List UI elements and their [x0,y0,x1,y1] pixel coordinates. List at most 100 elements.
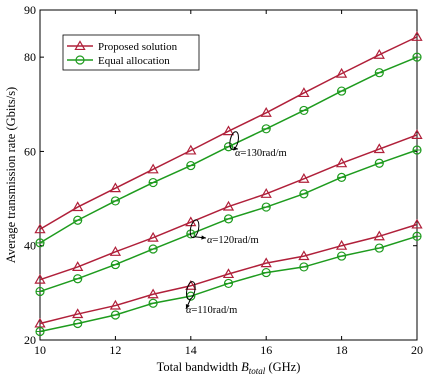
marker-circle [374,158,384,168]
y-tick-label: 20 [24,333,36,347]
marker-triangle [260,188,272,198]
marker-triangle [298,87,310,98]
legend-label: Proposed solution [98,41,178,53]
x-axis-title-main: Total bandwidth [157,360,242,374]
marker-circle [412,145,422,155]
group-annotation-2: α=120rad/m [189,219,259,246]
marker-triangle [222,200,235,211]
marker-triangle [260,106,272,117]
marker-triangle [147,231,159,242]
annotation-symbol: α [207,235,213,246]
series-line [39,134,418,281]
annotations: α=130rad/mα=120rad/mα=110rad/m [185,131,287,316]
marker-triangle [373,48,385,59]
marker-circle [223,278,234,289]
legend-entry-1: Proposed solution [67,40,178,53]
axes: 10 12 14 16 18 20 20 40 60 80 90 Total bandwidth Bt… [4,3,423,376]
marker-circle [73,215,83,225]
series-proposed-group-3 [34,218,423,328]
marker-circle [223,214,234,224]
annotation-label: α=130rad/m [235,148,287,159]
marker-triangle [72,201,84,212]
marker-triangle [147,163,159,174]
marker-circle [148,177,158,188]
legend: Proposed solution Equal allocation [62,34,200,71]
marker-triangle [34,223,46,234]
marker-circle [261,267,271,278]
series-line [39,36,418,230]
marker-circle [110,310,121,320]
marker-circle [261,124,271,134]
marker-circle [148,298,158,308]
plot-frame [39,9,418,341]
series-layer [34,31,423,337]
marker-triangle [411,129,423,139]
x-axis-title: Total bandwidth Btotal (GHz) [157,360,301,376]
marker-circle [374,68,384,78]
marker-circle [299,105,309,116]
marker-circle [148,244,158,254]
x-tick-label: 12 [109,343,121,357]
marker-triangle [109,246,122,256]
y-tick-label: 40 [24,239,36,253]
x-axis-title-sub: total [249,366,266,376]
annotation-value: =110rad/m [192,305,238,316]
y-tick-label: 80 [24,50,36,64]
x-axis-title-unit: (GHz) [265,360,300,374]
series-proposed-group-2 [34,129,423,284]
marker-circle [73,318,83,329]
marker-circle [35,238,45,248]
marker-triangle [373,143,385,154]
marker-triangle [72,261,84,271]
marker-circle [261,202,271,212]
marker-circle [35,286,45,297]
x-tick-label: 16 [260,343,272,357]
annotation-symbol: α [235,148,241,159]
marker-circle [223,142,234,152]
series-equal-group-3 [35,231,422,337]
y-tick-label: 60 [24,144,36,158]
marker-circle [299,189,309,199]
y-tick-label: 90 [24,3,36,17]
annotation-arrow-head [201,235,206,240]
series-equal-group-1 [35,52,422,248]
series-proposed-group-1 [34,31,423,234]
marker-circle [110,196,121,206]
annotation-ellipse [189,219,200,239]
marker-triangle [373,230,385,241]
annotation-value: =120rad/m [213,235,259,246]
marker-circle [337,86,347,96]
marker-triangle [411,31,423,41]
annotation-ellipse [229,131,239,150]
marker-triangle [34,273,46,284]
group-annotation-1: α=130rad/m [229,131,287,159]
marker-triangle [335,67,348,78]
annotation-label: α=120rad/m [207,235,259,246]
annotation-arrow-head [185,304,190,309]
marker-circle [186,160,196,171]
marker-triangle [222,125,235,136]
annotation-ellipse [185,281,196,300]
marker-triangle [147,288,159,299]
x-tick-label: 14 [185,343,197,357]
annotation-symbol: α [186,305,192,316]
marker-circle [299,262,309,272]
marker-triangle [298,172,310,183]
marker-circle [412,231,422,241]
marker-triangle [72,308,84,319]
marker-circle [35,326,45,337]
group-annotation-3: α=110rad/m [185,281,237,316]
marker-triangle [185,144,197,155]
annotation-value: =130rad/m [241,148,287,159]
annotation-label: α=110rad/m [186,305,237,316]
marker-triangle [109,299,122,310]
y-axis-title: Average transmission rate (Gbits/s) [4,87,18,263]
marker-triangle [335,157,348,168]
x-tick-label: 18 [336,343,348,357]
series-line [39,223,418,325]
x-tick-label: 20 [411,343,423,357]
marker-circle [75,55,85,65]
x-tick-label: 10 [34,343,46,357]
x-axis-title-var: B [241,360,249,374]
